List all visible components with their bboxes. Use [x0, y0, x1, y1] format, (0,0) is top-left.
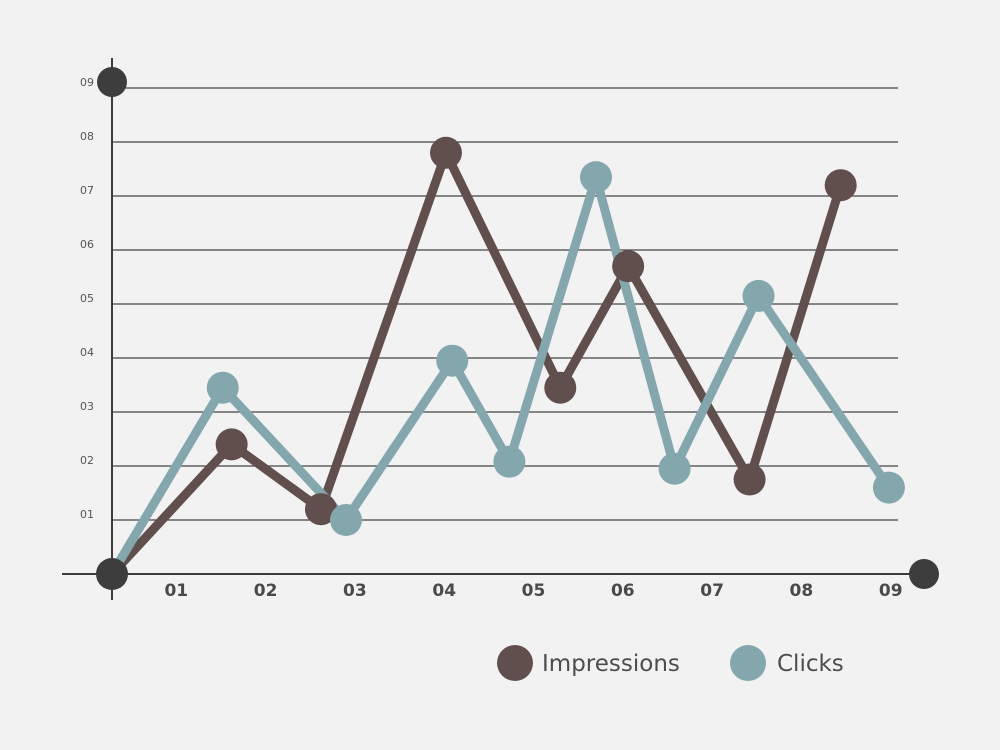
data-point-clicks	[872, 471, 905, 504]
y-tick-label: 03	[80, 400, 94, 413]
origin-dot	[96, 558, 128, 590]
x-tick-label: 02	[254, 581, 278, 601]
y-tick-label: 08	[80, 130, 94, 143]
y-tick-label: 07	[80, 184, 94, 197]
y-tick-label: 01	[80, 508, 94, 521]
data-point-impressions	[304, 493, 337, 526]
data-point-clicks	[206, 371, 239, 404]
data-point-clicks	[493, 445, 526, 478]
data-point-clicks	[580, 161, 613, 194]
legend-label: Clicks	[777, 651, 844, 677]
legend: Impressions Clicks	[497, 645, 844, 681]
x-tick-label: 09	[879, 581, 903, 601]
data-point-clicks	[436, 344, 469, 377]
data-point-clicks	[658, 452, 691, 485]
legend-swatch	[730, 645, 766, 681]
legend-swatch	[497, 645, 533, 681]
x-tick-label: 07	[700, 581, 724, 601]
x-tick-label: 03	[343, 581, 367, 601]
data-point-impressions	[544, 371, 577, 404]
x-tick-labels: 01 02 03 04 05 06 07 08 09	[164, 581, 902, 601]
data-point-impressions	[733, 463, 766, 496]
data-point-impressions	[612, 250, 645, 283]
x-tick-label: 05	[522, 581, 546, 601]
y-tick-labels: 01 02 03 04 05 06 07 08 09	[80, 76, 94, 521]
y-axis-end-dot	[97, 67, 127, 97]
x-tick-label: 06	[611, 581, 635, 601]
x-axis-end-dot	[909, 559, 939, 589]
x-tick-label: 01	[164, 581, 188, 601]
data-point-clicks	[742, 279, 775, 312]
x-tick-label: 04	[432, 581, 456, 601]
y-tick-label: 05	[80, 292, 94, 305]
y-tick-label: 09	[80, 76, 94, 89]
y-tick-label: 02	[80, 454, 94, 467]
series-layer	[96, 136, 905, 590]
series-line-impressions	[107, 148, 846, 579]
axes	[62, 58, 939, 600]
y-tick-label: 04	[80, 346, 94, 359]
data-point-impressions	[429, 136, 462, 169]
y-tick-label: 06	[80, 238, 94, 251]
x-tick-label: 08	[790, 581, 814, 601]
data-point-impressions	[824, 169, 857, 202]
data-point-clicks	[329, 504, 362, 536]
data-point-impressions	[215, 428, 248, 461]
legend-label: Impressions	[542, 651, 680, 677]
